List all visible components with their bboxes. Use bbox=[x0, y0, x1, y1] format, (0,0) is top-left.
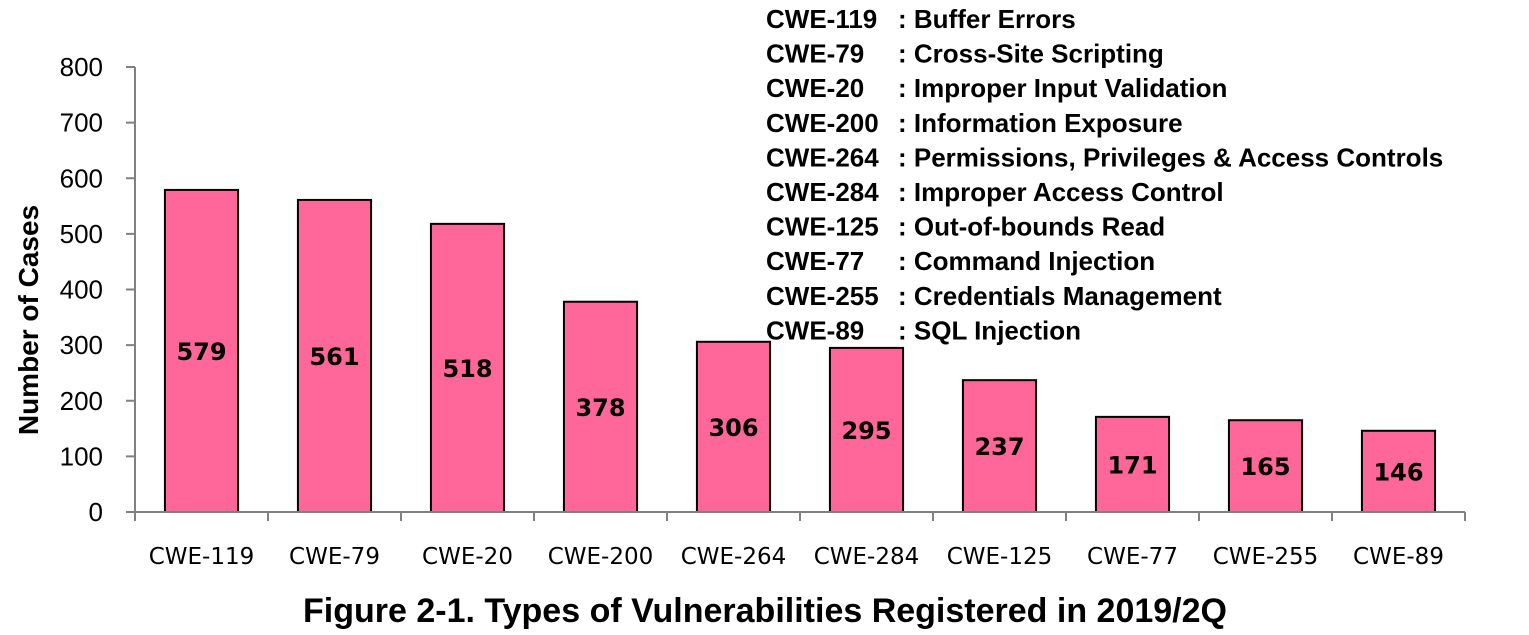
bar-value-label: 306 bbox=[708, 414, 758, 442]
x-tick-label: CWE-255 bbox=[1213, 544, 1319, 570]
bar-value-label: 237 bbox=[974, 433, 1024, 461]
x-tick-label: CWE-119 bbox=[149, 544, 255, 570]
y-tick-label: 700 bbox=[60, 108, 103, 138]
bar-cwe-125 bbox=[961, 379, 1038, 514]
legend-description: : SQL Injection bbox=[898, 315, 1081, 345]
bar-value-label: 579 bbox=[176, 338, 226, 366]
bar-value-label: 518 bbox=[442, 355, 492, 383]
y-tick-label: 600 bbox=[60, 163, 103, 193]
bar-value-label: 561 bbox=[309, 343, 359, 371]
bar-value-label: 378 bbox=[575, 394, 625, 422]
legend-description: : Permissions, Privileges & Access Contr… bbox=[898, 142, 1443, 172]
x-tick-label: CWE-20 bbox=[422, 544, 513, 570]
y-tick-label: 500 bbox=[60, 219, 103, 249]
y-tick-label: 800 bbox=[60, 52, 103, 82]
legend-code: CWE-284 bbox=[766, 177, 879, 207]
legend-description: : Command Injection bbox=[898, 246, 1155, 276]
bar-value-label: 165 bbox=[1240, 453, 1290, 481]
legend-description: : Information Exposure bbox=[898, 108, 1183, 138]
bar-cwe-284 bbox=[828, 346, 905, 513]
bar-value-label: 295 bbox=[841, 417, 891, 445]
x-tick-label: CWE-79 bbox=[289, 544, 380, 570]
bar-cwe-264 bbox=[695, 340, 772, 513]
bar-cwe-20 bbox=[429, 222, 506, 514]
y-tick-label: 400 bbox=[60, 275, 103, 305]
legend-code: CWE-89 bbox=[766, 315, 864, 345]
legend-description: : Out-of-bounds Read bbox=[898, 212, 1165, 242]
x-axis-labels: CWE-119 CWE-79 CWE-20 CWE-200 CWE-264 CWE-284… bbox=[149, 544, 1444, 570]
bar-cwe-255 bbox=[1227, 419, 1304, 513]
legend-description: : Improper Access Control bbox=[898, 177, 1224, 207]
legend-code: CWE-255 bbox=[766, 281, 879, 311]
chart-title: Figure 2-1. Types of Vulnerabilities Reg… bbox=[303, 592, 1227, 630]
bars: 579 561 518 378 306 295 237 171 165 146 bbox=[163, 188, 1437, 514]
x-tick-label: CWE-264 bbox=[681, 544, 787, 570]
y-tick-label: 100 bbox=[60, 441, 103, 471]
legend-description: : Credentials Management bbox=[898, 281, 1222, 311]
legend-description: : Improper Input Validation bbox=[898, 73, 1227, 103]
x-tick-label: CWE-89 bbox=[1353, 544, 1444, 570]
legend-code: CWE-125 bbox=[766, 212, 879, 242]
legend-code: CWE-119 bbox=[766, 4, 877, 34]
legend-code: CWE-200 bbox=[766, 108, 879, 138]
y-axis-title: Number of Cases bbox=[13, 205, 44, 435]
legend-code: CWE-77 bbox=[766, 246, 864, 276]
legend-code: CWE-20 bbox=[766, 73, 864, 103]
bar-cwe-119 bbox=[163, 188, 240, 513]
legend-code: CWE-79 bbox=[766, 39, 864, 69]
legend-description: : Buffer Errors bbox=[898, 4, 1076, 34]
bar-value-label: 146 bbox=[1373, 458, 1423, 486]
x-tick-label: CWE-125 bbox=[947, 544, 1053, 570]
bar-cwe-79 bbox=[296, 198, 373, 513]
legend-code: CWE-264 bbox=[766, 142, 879, 172]
y-axis-ticks: 0 100 200 300 400 500 600 700 800 bbox=[60, 52, 135, 527]
y-tick-label: 300 bbox=[60, 330, 103, 360]
bar-value-label: 171 bbox=[1107, 451, 1157, 479]
y-tick-label: 200 bbox=[60, 386, 103, 416]
legend-description: : Cross-Site Scripting bbox=[898, 39, 1164, 69]
bar-cwe-200 bbox=[562, 300, 639, 513]
x-tick-label: CWE-284 bbox=[814, 544, 920, 570]
x-tick-label: CWE-77 bbox=[1087, 544, 1178, 570]
y-tick-label: 0 bbox=[89, 497, 103, 527]
axes bbox=[134, 67, 1466, 521]
x-tick-label: CWE-200 bbox=[548, 544, 654, 570]
bar-cwe-77 bbox=[1094, 415, 1171, 514]
legend: CWE-119 : Buffer Errors CWE-79 : Cross-Site… bbox=[766, 4, 1443, 345]
